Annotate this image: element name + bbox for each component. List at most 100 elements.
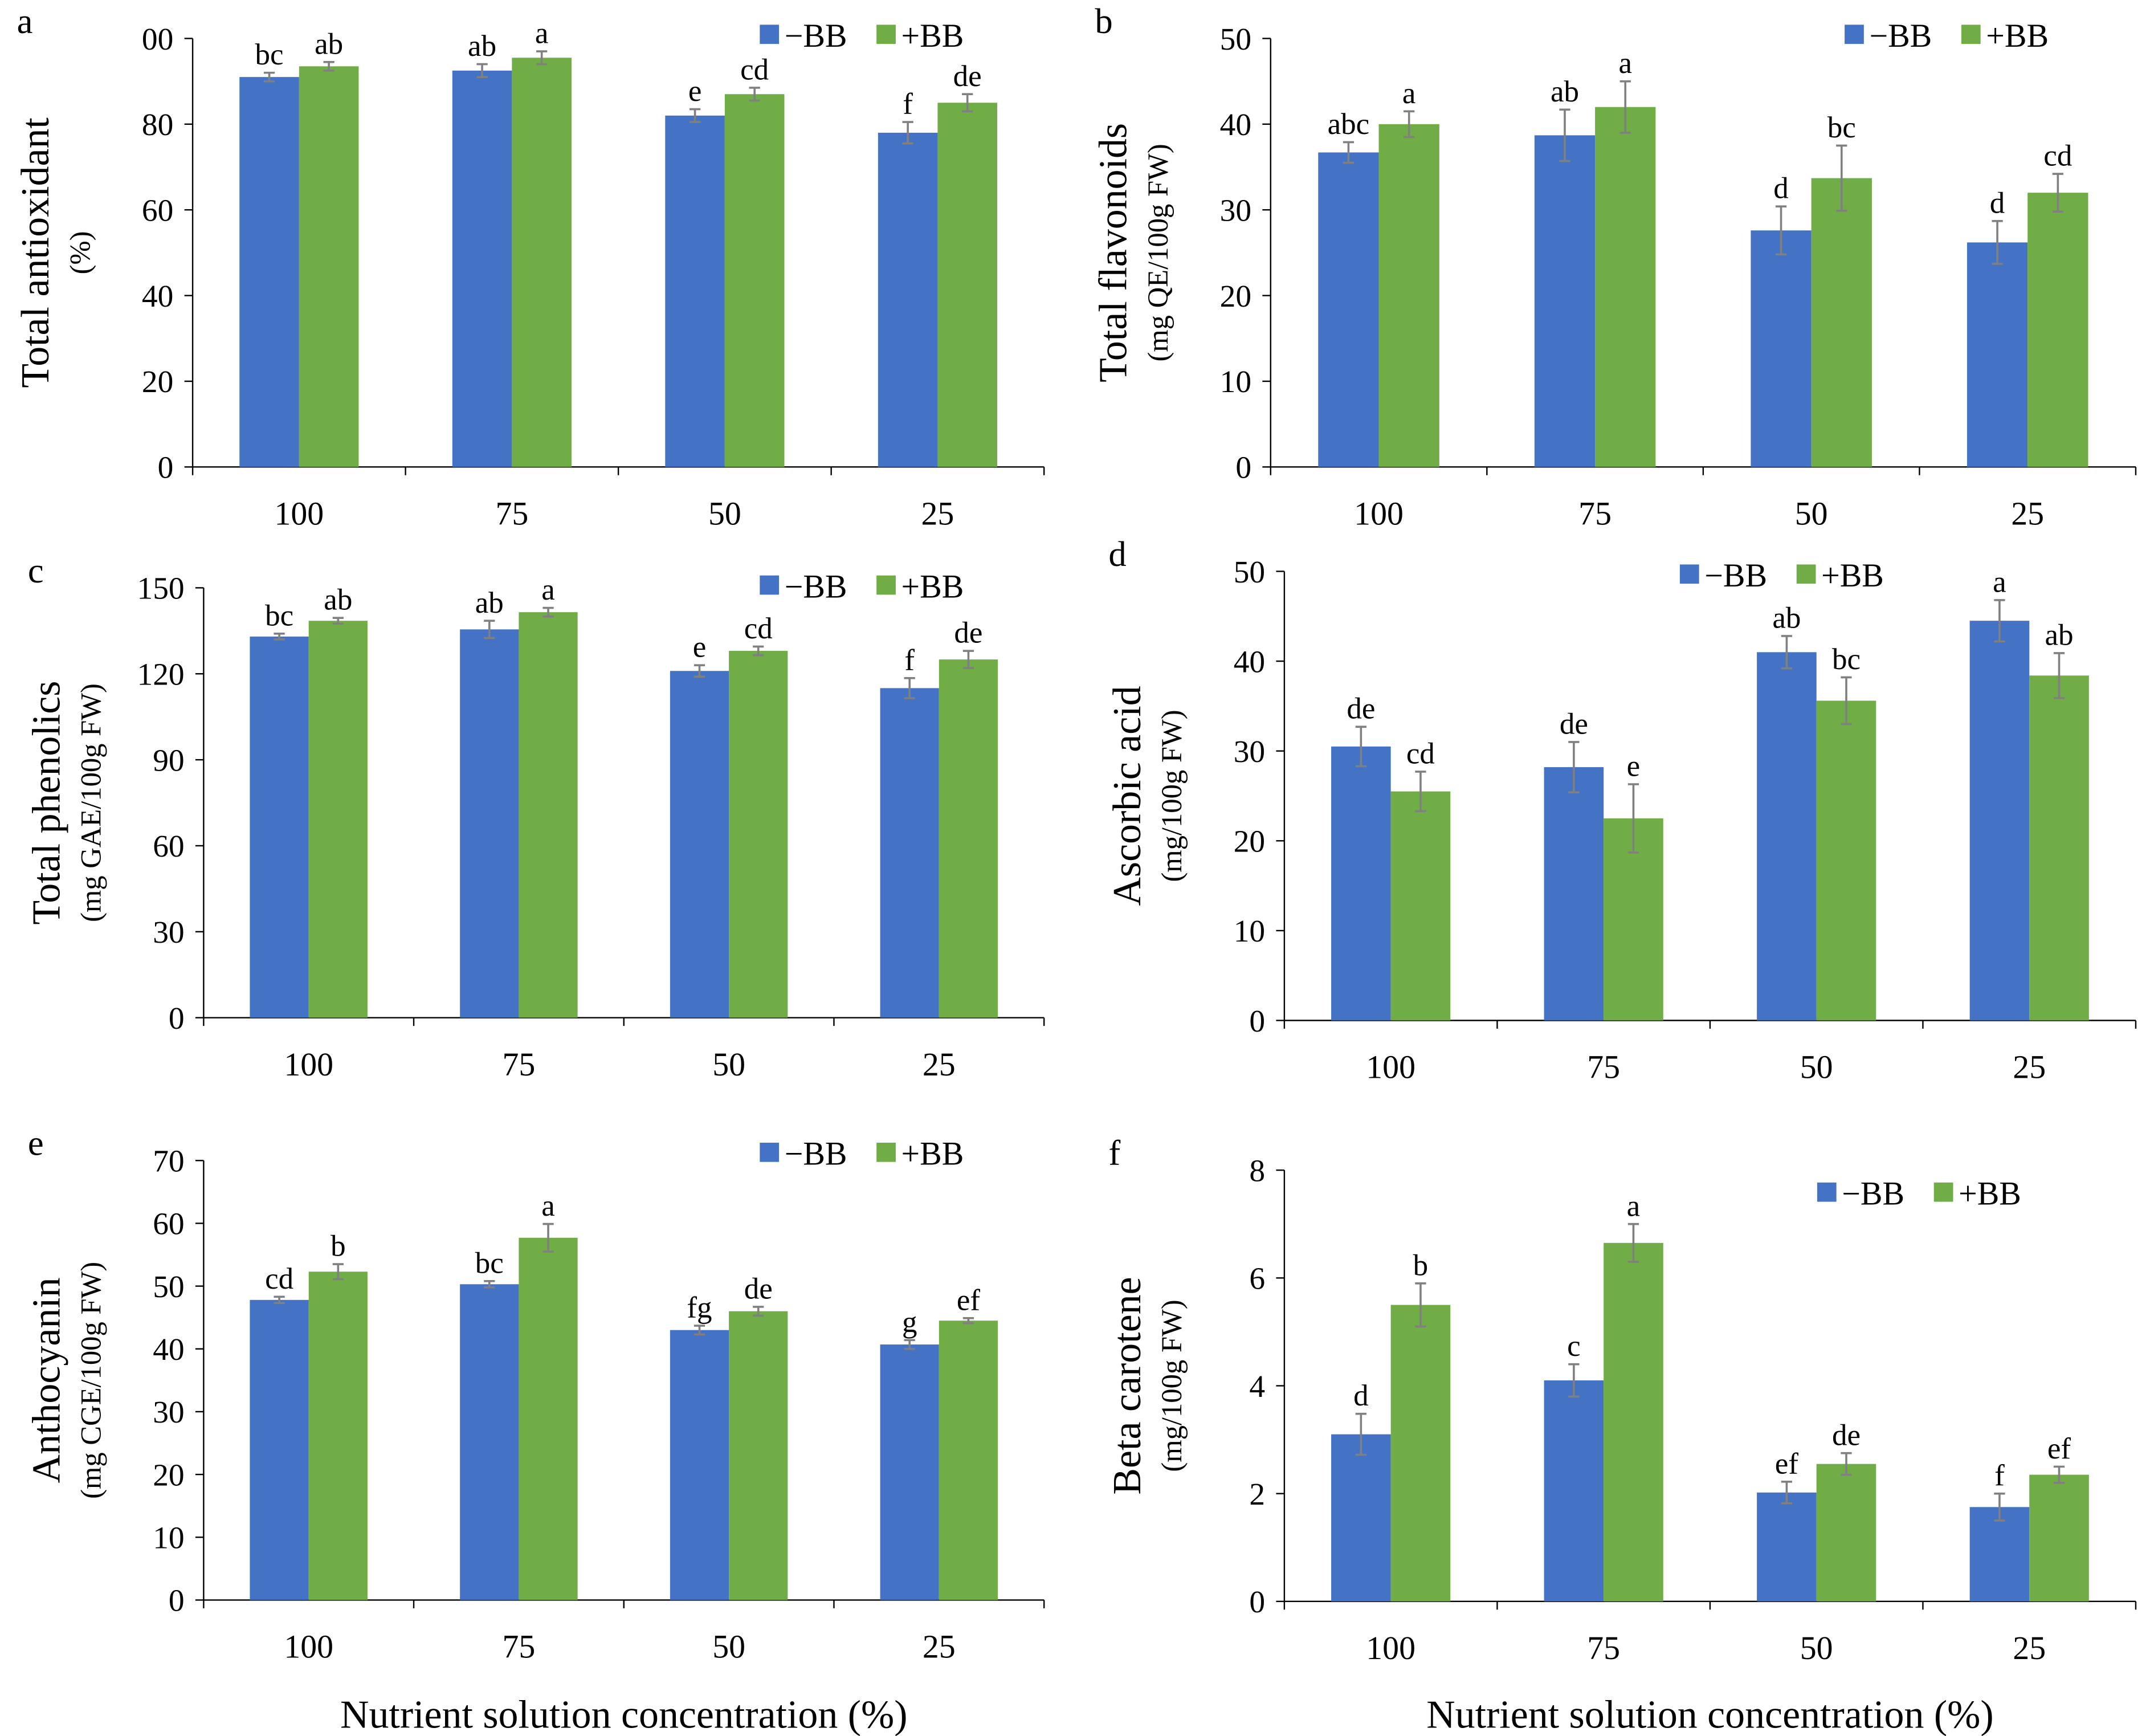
legend-swatch [1796, 564, 1816, 584]
y-tick-label: 30 [153, 915, 184, 949]
bar [1390, 791, 1451, 1021]
y-tick-label: 0 [158, 450, 174, 485]
error-bar [1841, 1452, 1852, 1476]
legend-label: +BB [901, 17, 964, 54]
legend-swatch [760, 25, 780, 44]
y-axis-title: Anthocyanin [25, 1277, 68, 1483]
significance-letter: ab [324, 584, 352, 617]
bar [1318, 152, 1379, 467]
legend-label: +BB [901, 1135, 964, 1172]
error-bar [1781, 1481, 1793, 1505]
significance-letter: d [1353, 1379, 1369, 1412]
significance-letter: de [1560, 707, 1588, 740]
panel-label: b [1095, 1, 1112, 41]
legend-label: −BB [1869, 17, 1932, 54]
bar [452, 70, 512, 467]
bar [250, 1299, 309, 1600]
legend-swatch [1933, 1182, 1953, 1202]
y-tick-label: 150 [137, 571, 185, 606]
legend-label: +BB [1821, 557, 1884, 594]
x-tick-label: 25 [2013, 1629, 2046, 1666]
bar [1816, 1464, 1876, 1601]
significance-letter: f [903, 88, 913, 121]
significance-letter: cd [740, 53, 769, 86]
bar [1757, 1492, 1817, 1601]
legend-swatch [1679, 564, 1699, 584]
bar [239, 77, 299, 467]
y-tick-label: 80 [142, 107, 173, 142]
significance-letter: ab [468, 30, 496, 63]
significance-letter: bc [1832, 643, 1861, 676]
legend-label: +BB [1986, 17, 2049, 54]
x-tick-label: 25 [2013, 1049, 2046, 1086]
y-tick-label: 8 [1249, 1153, 1265, 1188]
error-bar [1836, 144, 1847, 212]
error-bar [1619, 80, 1631, 134]
panel-label: c [28, 551, 44, 590]
error-bar [2053, 1465, 2065, 1484]
error-bar [332, 1263, 344, 1281]
y-tick-label: 10 [153, 1521, 184, 1555]
bar [665, 115, 725, 467]
y-tick-label: 50 [153, 1269, 184, 1304]
significance-letter: d [1990, 186, 2005, 219]
error-bar [962, 93, 973, 113]
significance-letter: cd [2043, 140, 2072, 173]
legend-swatch [876, 25, 896, 44]
error-bar [1355, 1412, 1366, 1456]
bar [299, 66, 359, 467]
significance-letter: de [953, 60, 982, 93]
y-tick-label: 20 [1234, 824, 1265, 859]
x-tick-label: 50 [1800, 1629, 1833, 1666]
bar [939, 659, 998, 1018]
error-bar [904, 1339, 915, 1350]
bar [1604, 1242, 1663, 1601]
significance-letter: ab [475, 586, 504, 620]
legend-label: −BB [785, 17, 847, 54]
bar [880, 688, 939, 1018]
significance-letter: f [904, 643, 915, 677]
bar [1967, 242, 2028, 467]
y-tick-label: 40 [142, 279, 173, 313]
bar [2029, 1474, 2089, 1601]
legend-swatch [1961, 25, 1981, 44]
error-bar [542, 1222, 554, 1253]
error-bar [1415, 1282, 1426, 1328]
legend-label: +BB [901, 568, 964, 605]
error-bar [1992, 219, 2003, 265]
y-tick-label: 10 [1234, 914, 1265, 948]
error-bar [753, 1306, 764, 1317]
significance-letter: bc [255, 38, 284, 71]
bar [308, 1272, 368, 1600]
bar [1390, 1305, 1451, 1601]
error-bar [274, 633, 285, 641]
significance-letter: a [541, 1189, 555, 1222]
y-tick-label: 50 [1234, 555, 1265, 589]
error-bar [753, 645, 764, 657]
y-tick-label: 40 [153, 1332, 184, 1367]
y-tick-label: 90 [153, 743, 184, 777]
significance-letter: a [535, 17, 549, 50]
bar [939, 1321, 998, 1600]
error-bar [1627, 1222, 1639, 1263]
error-bar [902, 121, 913, 145]
error-bar [1559, 108, 1570, 162]
error-bar [1994, 599, 2005, 643]
error-bar [263, 71, 275, 83]
bar [1378, 124, 1439, 467]
bar [1751, 230, 1812, 467]
x-tick-label: 25 [921, 495, 954, 532]
error-bar [536, 50, 548, 66]
bar [250, 636, 309, 1018]
bar [1969, 621, 2030, 1021]
bar [308, 621, 368, 1018]
bar [1544, 1380, 1604, 1601]
panel-label: d [1108, 534, 1126, 574]
y-axis-title: Total antioxidant [14, 117, 58, 388]
x-tick-label: 50 [708, 495, 741, 532]
error-bar [1404, 110, 1415, 138]
error-bar [1994, 1492, 2005, 1522]
significance-letter: de [1347, 692, 1375, 726]
error-bar [962, 650, 974, 670]
significance-letter: ef [2047, 1432, 2071, 1465]
